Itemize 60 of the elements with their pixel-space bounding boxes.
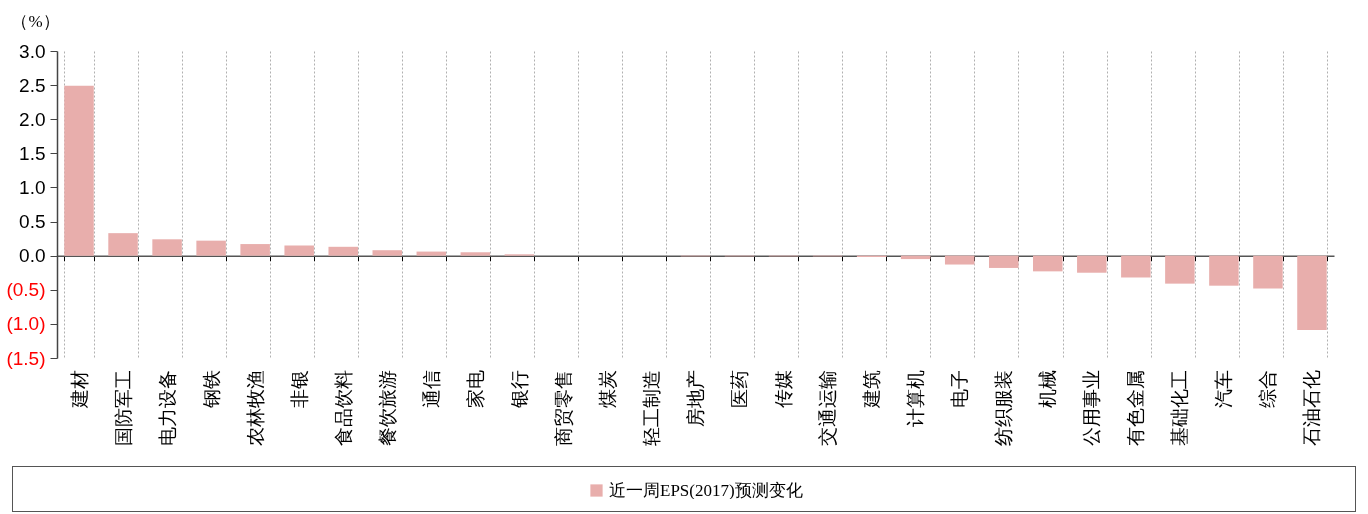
x-tick-label: 通信	[420, 369, 442, 408]
x-tick-label: 商贸零售	[552, 369, 574, 446]
y-tick-label: 0.5	[19, 211, 46, 233]
x-tick-label: 餐饮旅游	[376, 369, 398, 446]
bar	[284, 245, 314, 256]
x-tick-label: 纺织服装	[993, 369, 1015, 446]
y-tick-label: 3.0	[19, 40, 46, 62]
x-tick-label: 基础化工	[1169, 369, 1191, 446]
bar	[416, 251, 447, 256]
x-tick-label: 农林牧渔	[244, 369, 266, 446]
bar	[328, 246, 358, 256]
bar	[240, 244, 270, 256]
x-tick-label: 有色金属	[1125, 369, 1147, 446]
x-tick-label: 公用事业	[1081, 369, 1103, 446]
bar	[944, 255, 975, 265]
bar	[988, 255, 1019, 268]
x-tick-label: 汽车	[1213, 369, 1235, 408]
bar	[1033, 255, 1063, 272]
x-tick-label: 煤炭	[596, 369, 618, 408]
bar	[196, 240, 226, 256]
x-tick-label: 建筑	[861, 369, 883, 409]
x-tick-label: 机械	[1037, 369, 1059, 408]
y-tick-label: (0.5)	[6, 279, 46, 301]
x-tick-label: 石油石化	[1301, 369, 1323, 446]
x-tick-label: 轻工制造	[640, 369, 662, 446]
bar	[372, 250, 403, 256]
x-tick-label: 电子	[949, 369, 971, 408]
bar	[152, 239, 182, 256]
x-tick-label: 电力设备	[156, 369, 178, 446]
y-tick-label: (1.0)	[6, 313, 46, 335]
x-tick-label: 银行	[508, 369, 530, 409]
y-tick-label: 1.5	[19, 142, 46, 164]
x-tick-label: 建材	[68, 369, 90, 409]
x-tick-label: 国防军工	[112, 369, 134, 446]
x-tick-label: 计算机	[905, 369, 927, 427]
legend-label: 近一周EPS(2017)预测变化	[609, 480, 803, 500]
x-tick-label: 综合	[1257, 369, 1279, 408]
x-tick-label: 家电	[464, 369, 486, 408]
y-tick-label: (1.5)	[6, 347, 46, 369]
bar	[1165, 255, 1195, 284]
y-tick-label: 1.0	[19, 176, 46, 198]
bar	[1077, 255, 1107, 273]
x-tick-label: 传媒	[773, 369, 795, 408]
bar	[64, 85, 94, 256]
x-tick-label: 房地产	[685, 369, 706, 427]
bar	[108, 233, 138, 256]
bar	[1121, 255, 1151, 278]
bar	[460, 252, 491, 256]
y-tick-label: 2.5	[19, 74, 46, 96]
bar	[1253, 255, 1283, 289]
x-tick-label: 钢铁	[200, 369, 222, 409]
x-tick-label: 医药	[729, 369, 751, 408]
bar	[1209, 255, 1239, 286]
x-tick-label: 食品饮料	[332, 369, 354, 446]
x-tick-label: 非银	[288, 369, 310, 408]
y-axis-title: （%）	[11, 11, 60, 31]
x-tick-label: 交通运输	[817, 369, 839, 446]
y-tick-label: 2.0	[19, 108, 46, 130]
y-tick-label: 0.0	[19, 245, 46, 267]
bar	[1297, 255, 1327, 331]
